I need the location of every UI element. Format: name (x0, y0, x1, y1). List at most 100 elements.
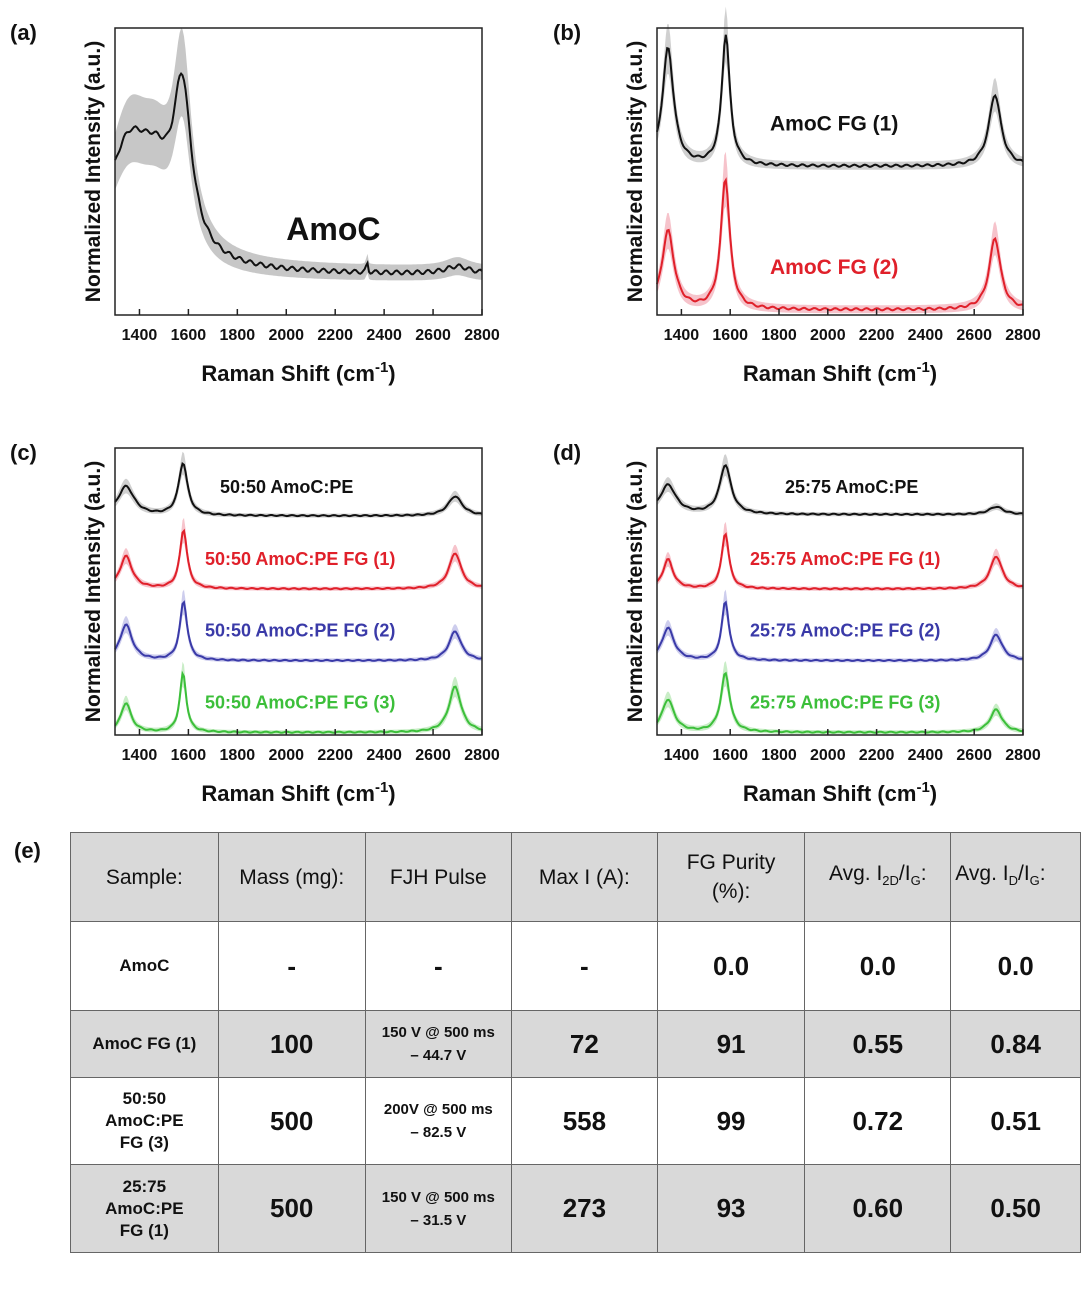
cell-pulse: 150 V @ 500 ms – 44.7 V (364, 1010, 512, 1078)
plot-frame (656, 27, 1024, 316)
cell-sample: AmoC (70, 921, 219, 1011)
panel-label: (b) (553, 20, 581, 45)
cell-mass: 100 (217, 1010, 366, 1078)
cell-id-ig: 0.50 (950, 1164, 1081, 1253)
chart-panel: (d) 25:75 AmoC:PE 25:75 AmoC:PE FG (1) 25:7… (553, 440, 1041, 806)
table-row: AmoC FG (1) 100 150 V @ 500 ms – 44.7 V … (70, 1010, 1081, 1078)
header-sample: Sample: (70, 832, 219, 922)
cell-pulse: 150 V @ 500 ms – 31.5 V (364, 1164, 512, 1253)
x-tick-label: 2000 (268, 327, 304, 344)
x-tick-label: 2000 (268, 747, 304, 764)
series-line (114, 71, 483, 276)
series-line (656, 34, 1024, 168)
cell-purity: 93 (656, 1164, 806, 1253)
header-i2d-ig: Avg. I2D/IG: (804, 832, 952, 922)
panel-label: (a) (10, 20, 37, 45)
x-axis-label: Raman Shift (cm-1) (743, 779, 937, 806)
y-axis-label: Normalized Intensity (a.u.) (624, 41, 647, 302)
cell-i2d-ig: 0.55 (804, 1010, 952, 1078)
plot-frame (656, 447, 1024, 736)
table-row: 25:75 AmoC:PE FG (1) 500 150 V @ 500 ms … (70, 1164, 1081, 1253)
x-tick-label: 1400 (664, 327, 700, 344)
header-pulse: FJH Pulse (364, 832, 512, 922)
x-tick-label: 1400 (122, 747, 158, 764)
x-tick-label: 1800 (220, 327, 256, 344)
series-label: AmoC (286, 211, 380, 247)
x-tick-label: 1800 (761, 327, 797, 344)
x-axis-label: Raman Shift (cm-1) (743, 359, 937, 386)
series-line (656, 177, 1024, 312)
series-line (656, 600, 1024, 663)
cell-max-current: 273 (510, 1164, 658, 1253)
series-line (114, 528, 483, 591)
series-label: 50:50 AmoC:PE FG (1) (205, 549, 395, 569)
cell-mass: 500 (217, 1077, 366, 1165)
series-band (657, 6, 1023, 170)
x-axis-label: Raman Shift (cm-1) (201, 779, 395, 806)
cell-max-current: 72 (510, 1010, 658, 1078)
series-line (656, 671, 1024, 734)
series-line (114, 670, 483, 734)
series-label: 50:50 AmoC:PE FG (3) (205, 692, 395, 712)
panel-label-e: (e) (14, 838, 41, 863)
cell-id-ig: 0.84 (950, 1010, 1081, 1078)
y-axis-label: Normalized Intensity (a.u.) (82, 461, 105, 722)
series-label: 25:75 AmoC:PE FG (3) (750, 692, 940, 712)
cell-pulse: - (364, 921, 512, 1011)
header-purity: FG Purity (%): (656, 832, 806, 922)
table-row: 50:50 AmoC:PE FG (3) 500 200V @ 500 ms –… (70, 1077, 1081, 1165)
x-tick-label: 1400 (122, 327, 158, 344)
chart-panel: (a) AmoC 1400 1600 1800 2000 2200 2400 2600 2800 R… (10, 20, 500, 386)
x-tick-label: 2800 (464, 747, 500, 764)
cell-max-current: - (510, 921, 658, 1011)
x-tick-label: 2600 (956, 747, 992, 764)
header-mass: Mass (mg): (217, 832, 366, 922)
raman-figure: (a) AmoC 1400 1600 1800 2000 2200 2400 2600 2800 R… (10, 6, 1041, 806)
plot-frame (114, 27, 483, 316)
y-axis-label: Normalized Intensity (a.u.) (82, 41, 105, 302)
x-tick-label: 2000 (810, 327, 846, 344)
x-tick-label: 1800 (761, 747, 797, 764)
series-label: 50:50 AmoC:PE (220, 477, 353, 497)
x-tick-label: 2200 (859, 747, 895, 764)
series-label: 25:75 AmoC:PE (785, 477, 918, 497)
cell-i2d-ig: 0.60 (804, 1164, 952, 1253)
series-label: 25:75 AmoC:PE FG (1) (750, 549, 940, 569)
series-label: AmoC FG (1) (770, 112, 898, 135)
x-tick-label: 2600 (415, 327, 451, 344)
x-tick-label: 2600 (415, 747, 451, 764)
y-axis-label: Normalized Intensity (a.u.) (624, 461, 647, 722)
x-tick-label: 1400 (664, 747, 700, 764)
cell-mass: - (217, 921, 366, 1011)
series-band (115, 517, 482, 591)
header-id-ig: Avg. ID/IG: (950, 832, 1081, 922)
plot-frame (114, 447, 483, 736)
cell-purity: 99 (656, 1077, 806, 1165)
series-band (115, 28, 482, 281)
x-tick-label: 1800 (220, 747, 256, 764)
cell-sample: 50:50 AmoC:PE FG (3) (70, 1077, 219, 1165)
cell-pulse: 200V @ 500 ms – 82.5 V (364, 1077, 512, 1165)
x-tick-label: 2400 (908, 327, 944, 344)
x-tick-label: 2000 (810, 747, 846, 764)
summary-table: Sample: Mass (mg): FJH Pulse Max I (A): … (70, 832, 1081, 1253)
cell-id-ig: 0.0 (950, 921, 1081, 1011)
x-tick-label: 2200 (317, 327, 353, 344)
series-line (114, 462, 483, 518)
x-tick-label: 2400 (908, 747, 944, 764)
x-tick-label: 1600 (712, 327, 748, 344)
chart-panel: (b) AmoC FG (1) AmoC FG (2) 1400 1600 1800 200… (553, 6, 1041, 386)
x-tick-label: 2400 (366, 327, 402, 344)
x-tick-label: 2200 (317, 747, 353, 764)
cell-mass: 500 (217, 1164, 366, 1253)
panel-label: (d) (553, 440, 581, 465)
cell-i2d-ig: 0.0 (804, 921, 952, 1011)
series-label: 50:50 AmoC:PE FG (2) (205, 621, 395, 641)
x-tick-label: 2800 (1005, 327, 1041, 344)
cell-purity: 0.0 (656, 921, 806, 1011)
series-line (656, 464, 1024, 516)
cell-max-current: 558 (510, 1077, 658, 1165)
x-tick-label: 2200 (859, 327, 895, 344)
series-band (657, 521, 1023, 591)
cell-sample: 25:75 AmoC:PE FG (1) (70, 1164, 219, 1253)
